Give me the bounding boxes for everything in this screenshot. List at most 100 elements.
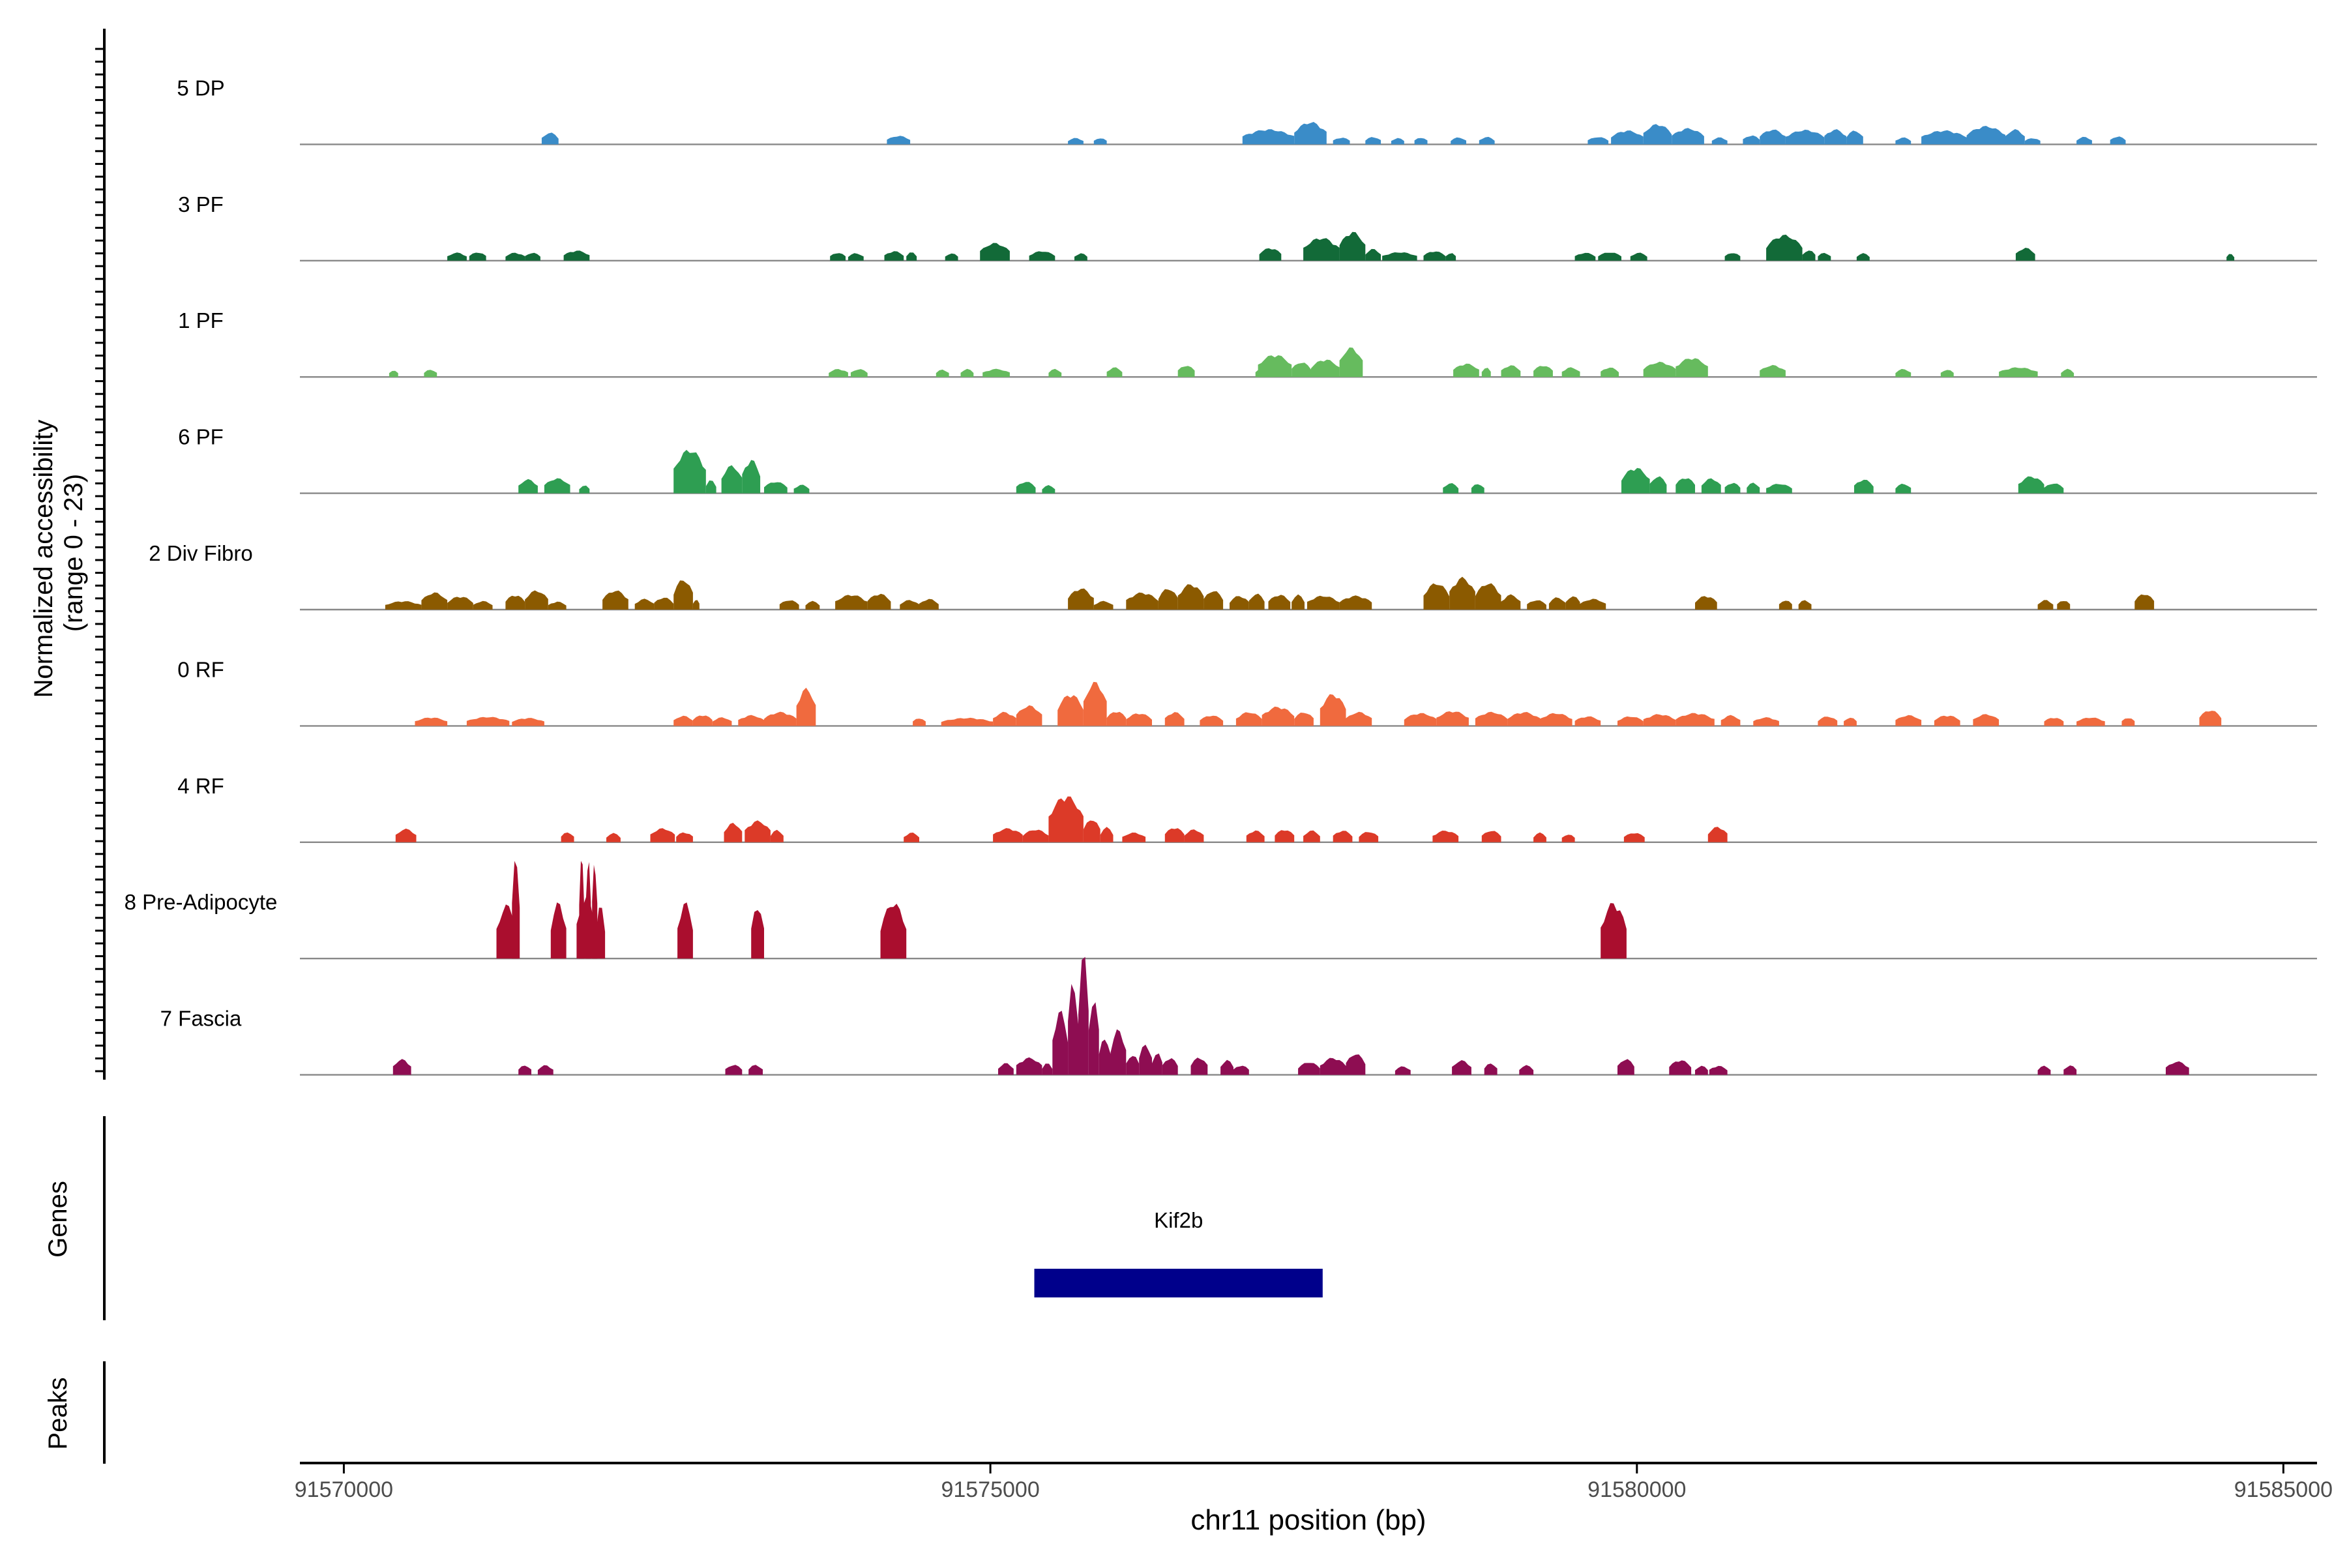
coverage-peak (1242, 129, 1295, 145)
coverage-peak (692, 600, 700, 610)
coverage-peak (1346, 1054, 1366, 1075)
coverage-peak (1093, 600, 1114, 610)
coverage-peak (1268, 595, 1291, 610)
coverage-peak (1707, 827, 1728, 842)
coverage-y-ticks (95, 48, 104, 1072)
coverage-peak (2061, 368, 2074, 377)
coverage-peak (518, 1065, 531, 1075)
coverage-peak (1561, 835, 1575, 842)
coverage-peak (1432, 831, 1459, 842)
coverage-peak (1672, 128, 1704, 145)
coverage-peak (1854, 479, 1874, 494)
genes-panel-label: Genes (44, 1181, 72, 1258)
coverage-peak (2121, 718, 2135, 726)
coverage-peak (1973, 714, 2000, 726)
coverage-peak (1042, 1063, 1053, 1075)
coverage-peak (1481, 368, 1491, 377)
y-axis-label-line1: Normalized accessibility (29, 420, 58, 698)
coverage-peak (1292, 362, 1311, 377)
coverage-peak (1100, 827, 1114, 842)
coverage-peak (1701, 478, 1721, 494)
coverage-peak (1262, 706, 1295, 726)
coverage-peak (1068, 588, 1094, 610)
coverage-peak (1475, 711, 1508, 726)
coverage-peak (579, 861, 585, 959)
coverage-peak (544, 478, 570, 494)
coverage-peak (805, 600, 820, 610)
coverage-peak (1643, 361, 1676, 377)
coverage-peak (1617, 1059, 1634, 1075)
coverage-peak (1818, 717, 1838, 726)
coverage-peak (793, 484, 810, 494)
coverage-peak (867, 593, 891, 610)
coverage-peak (880, 904, 907, 959)
coverage-peak (677, 902, 693, 959)
coverage-peak (579, 485, 590, 494)
coverage-peak (2057, 601, 2071, 610)
coverage-peak (721, 465, 743, 494)
coverage-peak (1574, 252, 1596, 261)
coverage-peak (1449, 576, 1475, 610)
coverage-peak (1443, 483, 1459, 494)
coverage-peak (1333, 831, 1353, 842)
coverage-peak (389, 370, 398, 377)
coverage-peak (1152, 1053, 1162, 1075)
coverage-peak (1177, 366, 1195, 377)
coverage-peak (1940, 370, 1954, 377)
coverage-peak (1233, 1065, 1249, 1075)
coverage-peak (1382, 252, 1417, 261)
coverage-peak (1339, 347, 1363, 377)
coverage-peak (1621, 467, 1650, 494)
gene-body-kif2b (1034, 1269, 1323, 1297)
coverage-peak (1246, 830, 1265, 842)
coverage-peak (1339, 231, 1366, 261)
coverage-peak (1303, 830, 1320, 842)
coverage-peak (1601, 367, 1619, 377)
coverage-peak (1292, 594, 1305, 610)
coverage-peak (466, 717, 510, 726)
coverage-peak (385, 601, 422, 610)
coverage-peak (1048, 796, 1084, 842)
coverage-peak (751, 910, 764, 959)
coverage-peak (395, 828, 417, 842)
coverage-peak (796, 687, 816, 726)
coverage-peak (1423, 251, 1446, 261)
coverage-peak (764, 482, 788, 494)
coverage-peak (2024, 138, 2041, 145)
coverage-peak (1475, 583, 1501, 610)
coverage-peak (550, 902, 567, 959)
coverage-peak (993, 828, 1023, 842)
gene-label-kif2b: Kif2b (1154, 1208, 1203, 1232)
coverage-peak (2037, 1065, 2051, 1075)
coverage-peak (1999, 367, 2038, 377)
coverage-peak (473, 600, 493, 610)
coverage-peak (1753, 717, 1779, 726)
coverage-peak (1339, 595, 1372, 610)
coverage-peak (887, 136, 911, 145)
coverage-peak (1760, 364, 1786, 377)
coverage-peak (2226, 254, 2235, 261)
coverage-peak (745, 820, 771, 842)
coverage-peak (1675, 358, 1708, 377)
coverage-peak (941, 717, 994, 726)
coverage-peak (1720, 715, 1741, 726)
coverage-peak (1230, 596, 1249, 610)
coverage-peak (2166, 1061, 2189, 1075)
coverage-peak (1126, 713, 1152, 726)
coverage-peak (1307, 595, 1340, 610)
coverage-peak (1303, 238, 1340, 261)
coverage-peak (650, 828, 675, 842)
coverage-peak (2044, 718, 2064, 726)
coverage-peak (634, 599, 655, 610)
coverage-peak (1766, 484, 1792, 494)
coverage-peak (705, 480, 716, 494)
coverage-peak (537, 1065, 554, 1075)
coverage-peak (1445, 253, 1456, 261)
coverage-peak (1846, 130, 1863, 145)
coverage-peak (1158, 589, 1178, 610)
coverage-peak (1519, 1065, 1534, 1075)
coverage-peak (1643, 124, 1672, 145)
track-0-rf: 0 RF (177, 657, 2317, 727)
coverage-peak (2005, 129, 2025, 145)
coverage-peak (1675, 478, 1695, 494)
